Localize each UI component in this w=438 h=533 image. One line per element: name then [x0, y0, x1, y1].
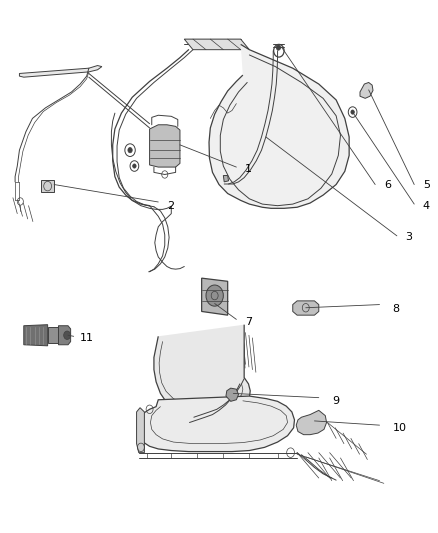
Polygon shape	[150, 125, 180, 167]
Text: 8: 8	[392, 304, 399, 314]
Polygon shape	[137, 408, 145, 453]
Text: 1: 1	[245, 164, 252, 174]
Circle shape	[351, 110, 354, 114]
Text: 11: 11	[80, 333, 94, 343]
Text: 9: 9	[332, 397, 339, 406]
Text: 2: 2	[167, 201, 174, 211]
Polygon shape	[223, 175, 229, 182]
Text: 7: 7	[245, 317, 252, 327]
Polygon shape	[48, 327, 59, 343]
Polygon shape	[360, 83, 373, 98]
Circle shape	[64, 331, 71, 340]
FancyBboxPatch shape	[41, 180, 54, 192]
Polygon shape	[209, 44, 349, 208]
Polygon shape	[296, 410, 327, 435]
Polygon shape	[201, 278, 228, 315]
Polygon shape	[19, 66, 102, 77]
Circle shape	[276, 45, 281, 50]
Circle shape	[128, 148, 132, 153]
Polygon shape	[184, 39, 249, 50]
Polygon shape	[24, 325, 48, 346]
Text: 4: 4	[423, 201, 430, 211]
Polygon shape	[59, 326, 71, 345]
Polygon shape	[154, 325, 250, 414]
Text: 10: 10	[392, 423, 406, 433]
Circle shape	[133, 164, 136, 168]
Text: 3: 3	[406, 232, 413, 243]
Polygon shape	[226, 388, 239, 401]
Circle shape	[206, 285, 223, 306]
Text: 5: 5	[423, 180, 430, 190]
Polygon shape	[138, 396, 294, 451]
Text: 6: 6	[384, 180, 391, 190]
Polygon shape	[293, 301, 319, 315]
